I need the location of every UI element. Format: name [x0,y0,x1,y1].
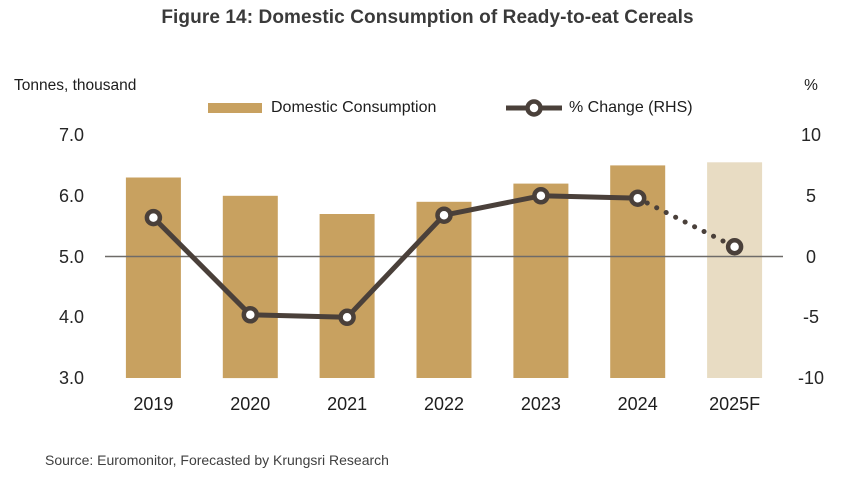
bar-2025F [707,162,763,378]
marker-2023 [532,187,550,205]
x-label-2022: 2022 [423,394,465,414]
x-label-2020: 2020 [230,394,271,414]
marker-2025F [725,238,744,256]
right-tick-5: 5 [805,185,816,206]
marker-2024 [628,189,647,207]
marker-2022 [435,206,453,224]
x-label-2021: 2021 [327,394,368,414]
legend: Domestic Consumption % Change (RHS) [0,96,855,120]
x-label-2025F: 2025F [709,394,761,414]
x-label-2019: 2019 [133,394,174,414]
left-tick-7.0: 7.0 [58,125,84,145]
bar-2019 [125,177,181,378]
x-label-2023: 2023 [520,394,561,414]
bar-2022 [416,201,472,378]
left-tick-4.0: 4.0 [58,307,84,328]
bar-series-swatch [208,103,262,113]
bar-2020 [222,195,278,379]
figure-title: Figure 14: Domestic Consumption of Ready… [161,7,694,28]
left-tick-5.0: 5.0 [58,246,84,267]
right-tick--10: -10 [797,368,824,388]
legend-label-pct-change: % Change (RHS) [569,99,693,116]
x-label-2024: 2024 [617,394,658,414]
pct-change-line-dotted [635,195,738,250]
marker-2019 [144,208,163,227]
left-tick-6.0: 6.0 [58,185,84,206]
line-series-marker-icon [506,99,562,117]
source-note: Source: Euromonitor, Forecasted by Krung… [45,452,389,468]
legend-label-domestic-consumption: Domestic Consumption [271,99,437,116]
right-tick-0: 0 [805,246,816,267]
left-tick-3.0: 3.0 [58,368,84,388]
right-axis-unit-label: % [804,77,818,94]
marker-2020 [241,306,260,324]
legend-item-domestic-consumption: Domestic Consumption [208,96,436,120]
pct-change-line-solid [150,193,641,320]
bar-2023 [513,183,569,378]
legend-item-pct-change: % Change (RHS) [505,96,693,120]
marker-2021 [338,308,356,327]
right-tick-10: 10 [800,125,822,145]
right-tick--5: -5 [802,307,819,328]
left-axis-unit-label: Tonnes, thousand [14,77,137,94]
